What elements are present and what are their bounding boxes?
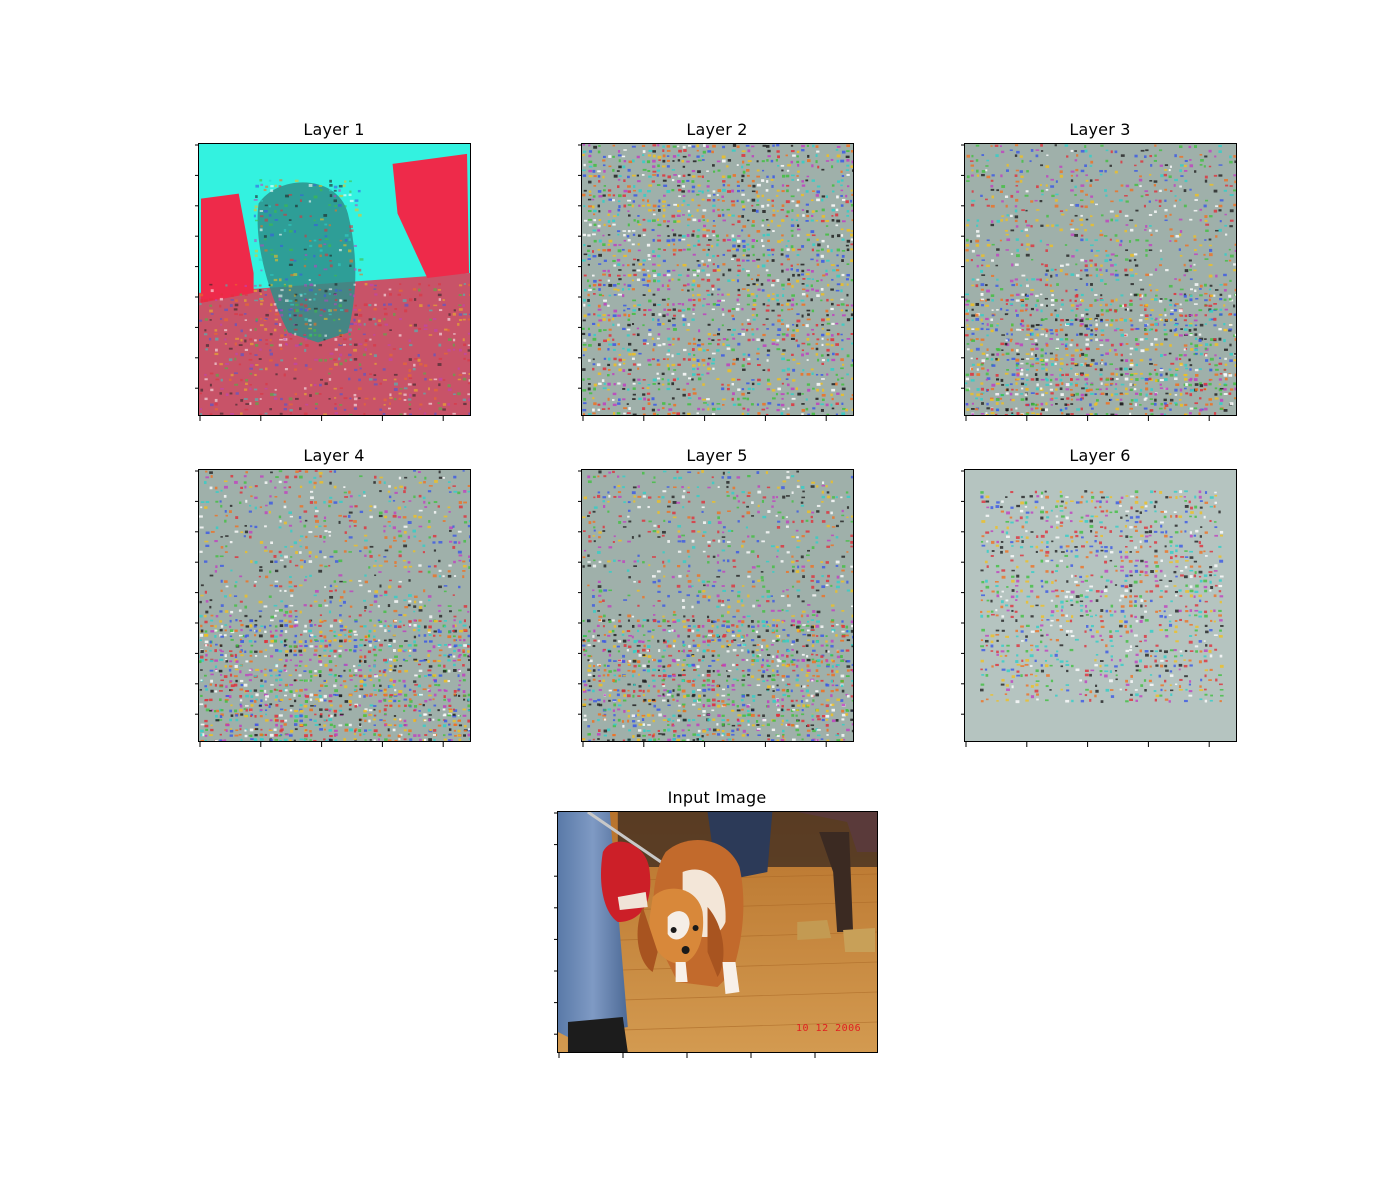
panel-title-input-image: Input Image [667,788,767,807]
feature-map-image [965,144,1236,415]
feature-map-image [199,144,470,415]
axes-layer-6 [961,469,1237,747]
dog-leg-front-left [675,962,688,982]
panel-title-layer-2: Layer 2 [686,120,748,139]
dog-silhouette [257,182,356,343]
panel-title-layer-5: Layer 5 [686,446,748,465]
boot [567,1017,628,1052]
dog-leg-front-right [722,962,740,994]
panel-title-layer-4: Layer 4 [303,446,365,465]
feature-map-image [965,470,1236,741]
dog-paw-extended [617,892,648,910]
feature-noise [582,144,853,415]
legs-right [819,832,854,932]
axes-layer-4 [195,469,471,747]
shoe-right [843,928,876,952]
axes-layer-2 [578,143,854,421]
axes-layer-1 [195,143,471,421]
dog-eye-right [692,925,699,931]
red-region-left [200,193,254,303]
feature-noise [582,619,853,741]
shoe-left [797,920,832,940]
feature-map-image [582,144,853,415]
feature-map-image [582,470,853,741]
feature-noise [199,619,470,741]
feature-map-image [199,470,470,741]
dog-nose [681,946,690,954]
red-floor [199,273,470,415]
feature-noise [253,179,364,347]
dog-eye-left [670,927,677,933]
panel-title-layer-1: Layer 1 [303,120,365,139]
axes-input-image: 10 12 2006 [554,811,878,1058]
axes-layer-5 [578,469,854,747]
feature-noise [980,490,1224,704]
date-stamp: 10 12 2006 [796,1023,862,1034]
panel-title-layer-6: Layer 6 [1069,446,1131,465]
feature-noise [965,292,1236,415]
coat-right [797,812,877,852]
dog-ear-right [707,907,724,977]
dog-ear-left [637,907,658,972]
feature-noise [199,282,470,415]
panel-title-layer-3: Layer 3 [1069,120,1131,139]
red-region-right [392,153,470,279]
input-photo [558,812,877,1052]
axes-layer-3 [961,143,1237,421]
